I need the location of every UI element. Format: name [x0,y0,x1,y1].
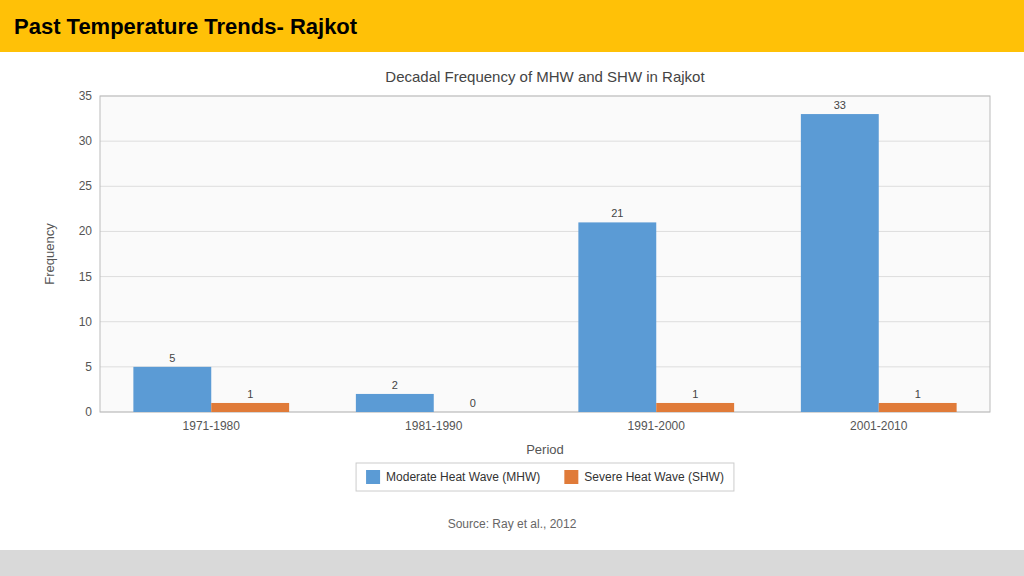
subtitle: Decadal Frequency of MHW and SHW in Rajk… [385,68,705,85]
data-label: 33 [834,99,846,111]
x-tick-label: 1991-2000 [628,419,686,433]
legend-box [356,463,734,491]
x-tick-label: 1981-1990 [405,419,463,433]
bar [656,403,734,412]
bars [133,114,956,412]
x-tick-label: 1971-1980 [183,419,241,433]
bar [801,114,879,412]
plot-frame [100,96,990,412]
bar [434,412,512,413]
title-banner [0,0,1024,52]
legend-entry: Moderate Heat Wave (MHW) [386,470,540,484]
y-tick-label: 0 [85,405,92,419]
bar [211,403,289,412]
bar [879,403,957,412]
y-tick-label: 15 [79,270,93,284]
x-axis-label: Period [526,442,564,457]
footer-bar [0,550,1024,576]
bar [133,367,211,412]
y-tick-label: 5 [85,360,92,374]
data-label: 1 [247,388,253,400]
annotation: Source: Ray et al., 2012 [448,517,577,531]
data-label: 21 [611,207,623,219]
y-axis-label: Frequency [42,223,57,285]
legend: Moderate Heat Wave (MHW) Severe Heat Wave… [356,463,734,491]
plot-background [100,96,990,412]
y-tick-label: 10 [79,315,93,329]
chart-root: Past Temperature Trends- Rajkot Decadal F… [0,0,1024,576]
data-label: 1 [915,388,921,400]
y-tick-label: 20 [79,224,93,238]
data-label: 5 [169,352,175,364]
legend-swatch [366,470,380,484]
bar [578,222,656,412]
data-labels: 5 2 21 33 1 0 1 1 [169,99,921,409]
legend-entry: Severe Heat Wave (SHW) [584,470,724,484]
data-label: 1 [692,388,698,400]
y-tick-label: 25 [79,179,93,193]
legend-swatch [564,470,578,484]
bar [356,394,434,412]
data-label: 2 [392,379,398,391]
data-label: 0 [470,397,476,409]
title: Past Temperature Trends- Rajkot [14,14,358,39]
y-tick-label: 30 [79,134,93,148]
y-tick-label: 35 [79,89,93,103]
x-tick-label: 2001-2010 [850,419,908,433]
